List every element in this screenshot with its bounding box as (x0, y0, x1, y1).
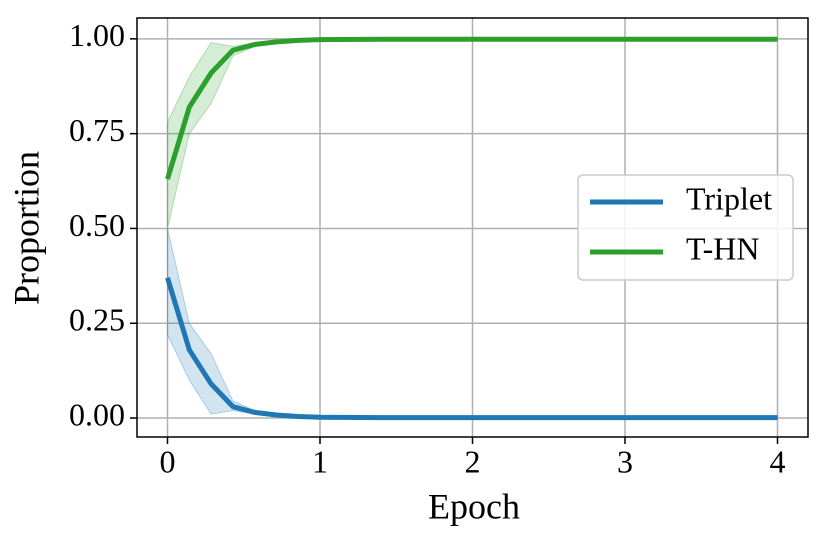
x-tick-label: 1 (312, 443, 328, 479)
y-axis-label: Proportion (6, 151, 46, 305)
y-tick-label: 0.75 (69, 112, 125, 148)
y-tick-label: 1.00 (69, 17, 125, 53)
y-tick-label: 0.25 (69, 302, 125, 338)
x-tick-label: 0 (160, 443, 176, 479)
y-tick-label: 0.50 (69, 207, 125, 243)
line (165, 277, 778, 421)
legend-label: T-HN (686, 230, 759, 266)
y-tick-label: 0.00 (69, 396, 125, 432)
x-axis-label: Epoch (428, 486, 520, 526)
x-tick-label: 3 (617, 443, 633, 479)
line (165, 36, 778, 180)
x-tick-label: 2 (465, 443, 481, 479)
x-tick-label: 4 (770, 443, 786, 479)
plot-frame (136, 17, 809, 438)
legend-label: Triplet (686, 180, 772, 216)
